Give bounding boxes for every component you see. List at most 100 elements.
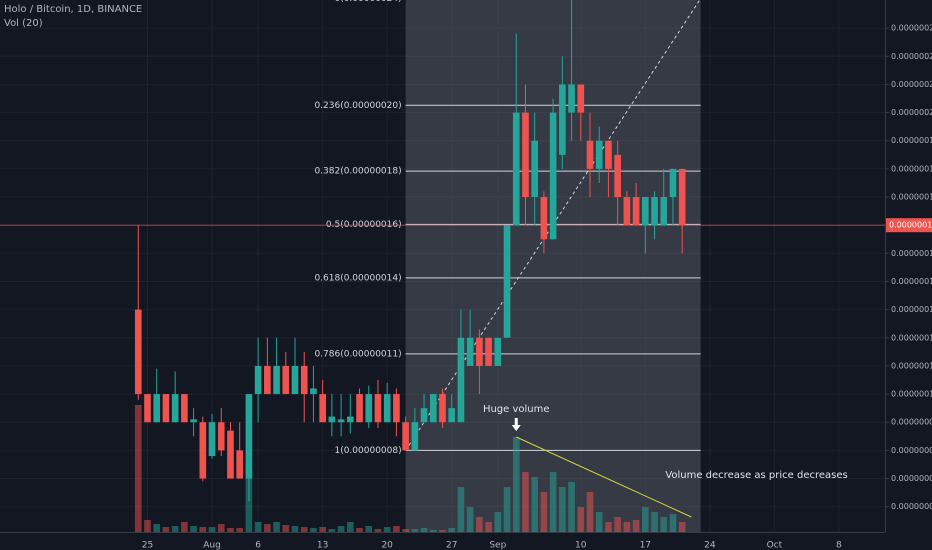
fib-region [405, 0, 701, 532]
volume-bar [217, 524, 225, 532]
volume-bar [337, 526, 345, 532]
candle-body [660, 197, 668, 226]
volume-bar [568, 482, 575, 532]
fib-level-label: 0.786(0.00000011) [314, 349, 401, 359]
volume-bar [595, 512, 603, 532]
volume-bar [614, 517, 621, 532]
volume-bar [651, 512, 658, 532]
candle-body [365, 394, 373, 423]
candle-body [669, 168, 677, 198]
volume-bar [365, 526, 373, 532]
candle-body [448, 408, 456, 423]
candle-body [586, 140, 594, 169]
candle-body [282, 365, 290, 395]
y-tick-label: 0.00000013 [891, 305, 932, 314]
volume-bar [171, 526, 179, 532]
last-price-label: 0.00000016 [889, 221, 932, 230]
candle-body [337, 419, 345, 423]
volume-bar [420, 528, 428, 532]
x-tick-label: Sep [489, 541, 506, 550]
annotation: Huge volume [483, 404, 550, 415]
volume-bar [476, 517, 483, 532]
volume-bar [393, 526, 400, 532]
candle-body [402, 422, 409, 451]
volume-bar [660, 517, 668, 532]
volume-bar [678, 522, 686, 532]
candle-body [217, 422, 225, 451]
annotation-arrow [511, 418, 521, 431]
volume-bar [264, 524, 271, 532]
candle-body [522, 112, 529, 198]
candle-body [605, 140, 612, 169]
volume-bar [374, 529, 382, 532]
candle-body [559, 84, 566, 155]
y-tick-label: 0.00000014 [891, 277, 932, 286]
y-tick-label: 0.00000017 [891, 193, 932, 202]
volume-bar [540, 492, 548, 532]
candle-body [199, 422, 207, 479]
fib-level-label: 0.236(0.00000020) [314, 101, 401, 111]
x-tick-label: 6 [255, 541, 261, 550]
candle-body [383, 394, 391, 423]
fib-level-label: 1(0.00000008) [334, 446, 401, 456]
candle-body [190, 419, 197, 423]
volume-bar [494, 512, 502, 532]
volume-bar [485, 522, 492, 532]
candle-body [162, 394, 170, 423]
candle-body [466, 337, 474, 366]
candle-body [568, 84, 575, 113]
volume-bar [512, 437, 520, 532]
y-tick-label: 0.00000008 [891, 446, 932, 455]
volume-bar [310, 528, 317, 532]
x-tick-label: 20 [381, 541, 393, 550]
candle-body [374, 394, 382, 423]
x-tick-label: Oct [767, 541, 783, 550]
volume-bar [181, 522, 188, 532]
candle-body [476, 337, 483, 366]
candle-body [678, 168, 686, 226]
volume-indicator-label: Vol (20) [4, 18, 43, 29]
volume-bar [291, 526, 299, 532]
volume-bar [319, 527, 326, 532]
volume-bar [632, 520, 640, 532]
candle-body [310, 388, 317, 395]
volume-bar [623, 522, 631, 532]
candle-body [439, 394, 446, 423]
candle-body [208, 422, 216, 456]
volume-bar [429, 530, 437, 532]
chart-title: Holo / Bitcoin, 1D, BINANCE [4, 4, 142, 15]
volume-bar [669, 514, 677, 532]
candle-body [429, 394, 437, 423]
candle-body [614, 154, 621, 198]
candle-body [457, 337, 465, 423]
x-tick-label: 13 [317, 541, 328, 550]
candle-body [420, 408, 428, 423]
candle-body [577, 84, 585, 113]
y-tick-label: 0.00000018 [891, 164, 932, 173]
candle-body [549, 112, 557, 240]
volume-bar [199, 527, 207, 532]
y-tick-label: 0.00000019 [891, 136, 932, 145]
candle-body [503, 225, 511, 338]
y-tick-label: 0.00000015 [891, 249, 932, 258]
candle-body [328, 416, 336, 423]
candle-body [236, 450, 244, 479]
x-tick-label: 17 [640, 541, 651, 550]
candle-body [411, 422, 419, 451]
volume-bar [522, 472, 529, 532]
y-tick-label: 0.00000020 [891, 108, 932, 117]
candle-body [393, 394, 400, 423]
y-tick-label: 0.00000023 [891, 24, 932, 33]
candle-body [494, 337, 502, 366]
volume-bar [300, 527, 308, 532]
volume-bar [162, 527, 170, 532]
volume-bar [448, 528, 456, 532]
candle-body [300, 365, 308, 395]
y-tick-label: 0.00000012 [891, 333, 932, 342]
candle-body [346, 416, 354, 423]
y-tick-label: 0.00000011 [891, 361, 932, 370]
candle-body [641, 197, 649, 226]
